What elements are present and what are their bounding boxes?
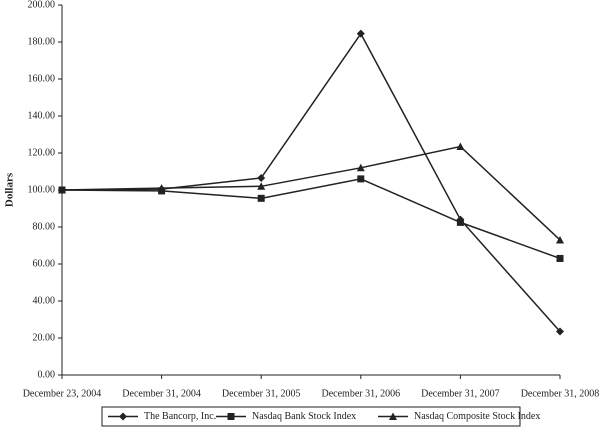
marker xyxy=(257,194,265,202)
marker xyxy=(456,218,464,226)
marker xyxy=(227,413,235,420)
marker xyxy=(356,29,365,38)
marker xyxy=(556,235,564,244)
y-tick-label: 180.00 xyxy=(28,36,56,47)
y-tick-label: 200.00 xyxy=(28,0,56,10)
legend-box xyxy=(101,406,521,427)
y-tick-label: 40.00 xyxy=(33,295,56,306)
y-tick-label: 100.00 xyxy=(28,184,56,195)
marker xyxy=(119,412,127,421)
x-tick-label: December 31, 2008 xyxy=(521,388,600,399)
legend-label: The Bancorp, Inc. xyxy=(144,411,216,422)
series-line xyxy=(61,32,561,333)
marker xyxy=(456,142,465,151)
x-tick-label: December 31, 2007 xyxy=(421,388,500,399)
y-tick-label: 120.00 xyxy=(28,147,56,158)
marker xyxy=(257,182,266,190)
y-tick-label: 80.00 xyxy=(33,221,56,232)
marker xyxy=(389,412,397,420)
y-tick-label: 140.00 xyxy=(28,110,56,121)
y-tick-label: 60.00 xyxy=(33,258,56,269)
y-tick-label: 20.00 xyxy=(33,332,56,343)
marker xyxy=(556,254,564,262)
y-tick-label: 0.00 xyxy=(38,369,56,380)
marker xyxy=(357,175,365,183)
marker xyxy=(157,184,166,192)
x-tick-label: December 31, 2004 xyxy=(122,388,201,399)
x-tick-label: December 31, 2005 xyxy=(222,388,301,399)
series-line xyxy=(61,178,561,260)
marker xyxy=(556,327,564,336)
legend-label: Nasdaq Composite Stock Index xyxy=(414,411,540,422)
x-tick-label: December 31, 2006 xyxy=(322,388,401,399)
marker xyxy=(257,173,266,182)
marker xyxy=(58,186,66,194)
legend-label: Nasdaq Bank Stock Index xyxy=(252,411,356,422)
marker xyxy=(356,163,365,172)
x-tick-label: December 23, 2004 xyxy=(23,388,102,399)
y-tick-label: 160.00 xyxy=(28,73,56,84)
y-axis-label: Dollars xyxy=(4,172,16,207)
series-line xyxy=(61,145,561,241)
